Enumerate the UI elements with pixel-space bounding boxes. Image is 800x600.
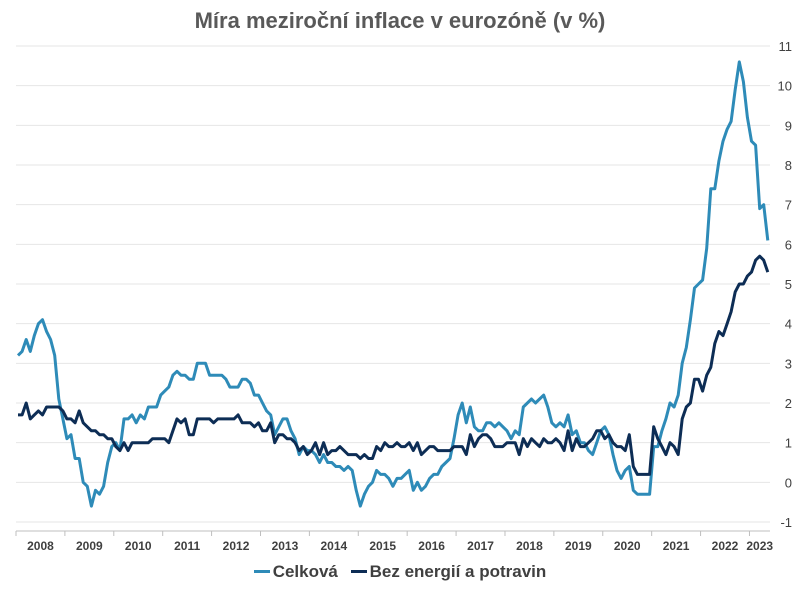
series-line-core <box>18 254 770 476</box>
x-tick-label: 2008 <box>27 539 54 553</box>
x-tick-label: 2020 <box>614 539 641 553</box>
y-tick-label: 10 <box>778 79 792 94</box>
series-lines <box>16 60 770 508</box>
x-tick-label: 2021 <box>663 539 690 553</box>
legend-swatch-core <box>350 570 367 573</box>
y-tick-label: 1 <box>785 436 792 451</box>
x-tick-label: 2012 <box>223 539 250 553</box>
x-tick-label: 2016 <box>418 539 445 553</box>
y-tick-label: 7 <box>785 198 792 213</box>
legend-swatch-celkova <box>253 570 270 573</box>
x-tick-label: 2011 <box>174 539 200 553</box>
x-tick-label: 2022 <box>712 539 739 553</box>
y-tick-label: 3 <box>785 356 792 371</box>
x-tick-label: 2009 <box>76 539 103 553</box>
x-tick-label: 2023 <box>746 539 773 553</box>
y-tick-label: 6 <box>785 237 792 252</box>
x-tick-label: 2017 <box>467 539 494 553</box>
legend-item-celkova: Celková <box>253 561 338 582</box>
chart-title: Míra meziroční inflace v eurozóně (v %) <box>194 8 606 33</box>
y-tick-label: 0 <box>785 475 792 490</box>
y-tick-label: -1 <box>780 515 792 530</box>
legend-item-core: Bez energií a potravin <box>350 561 547 582</box>
x-tick-label: 2019 <box>565 539 592 553</box>
x-axis: 2008 2009 2010 2011 2012 2013 2014 2015 2016 2017… <box>15 530 773 553</box>
x-tick-label: 2015 <box>369 539 396 553</box>
series-line-celkova <box>16 60 770 508</box>
y-tick-label: 2 <box>785 396 792 411</box>
y-tick-label: 5 <box>785 277 792 292</box>
x-tick-label: 2010 <box>125 539 152 553</box>
y-axis: -1 0 1 2 3 4 5 6 7 8 9 10 11 <box>778 39 792 530</box>
y-tick-label: 11 <box>779 39 793 54</box>
x-tick-label: 2018 <box>516 539 543 553</box>
x-tick-label: 2014 <box>320 539 347 553</box>
legend-label-core: Bez energií a potravin <box>369 561 547 581</box>
legend: Celková Bez energií a potravin <box>0 558 800 582</box>
y-tick-label: 4 <box>785 317 792 332</box>
legend-label-celkova: Celková <box>272 561 338 581</box>
y-tick-label: 9 <box>785 118 792 133</box>
x-tick-label: 2013 <box>272 539 299 553</box>
y-tick-label: 8 <box>785 158 792 173</box>
